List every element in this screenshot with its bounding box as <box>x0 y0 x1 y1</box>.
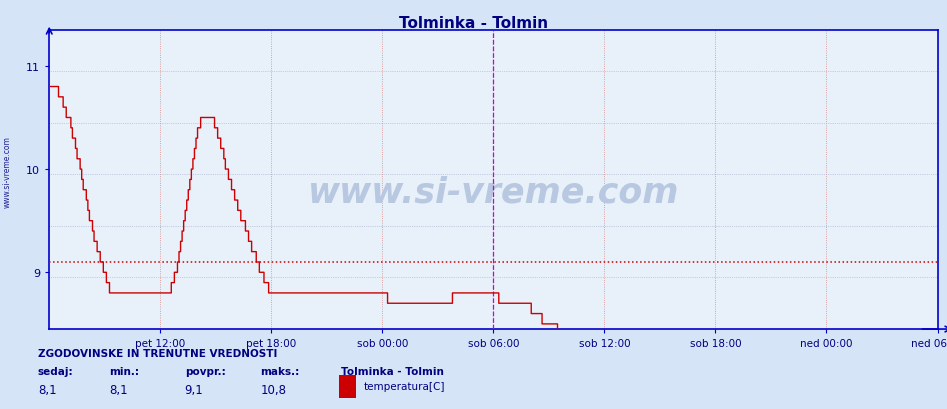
Text: 9,1: 9,1 <box>185 384 204 396</box>
Text: sedaj:: sedaj: <box>38 366 74 376</box>
Text: ZGODOVINSKE IN TRENUTNE VREDNOSTI: ZGODOVINSKE IN TRENUTNE VREDNOSTI <box>38 348 277 358</box>
Text: www.si-vreme.com: www.si-vreme.com <box>308 175 679 209</box>
Text: 8,1: 8,1 <box>109 384 128 396</box>
Text: www.si-vreme.com: www.si-vreme.com <box>3 136 12 208</box>
Text: Tolminka - Tolmin: Tolminka - Tolmin <box>341 366 444 376</box>
Text: 10,8: 10,8 <box>260 384 286 396</box>
Text: Tolminka - Tolmin: Tolminka - Tolmin <box>399 16 548 31</box>
Text: temperatura[C]: temperatura[C] <box>364 381 445 391</box>
Text: 8,1: 8,1 <box>38 384 57 396</box>
Text: maks.:: maks.: <box>260 366 299 376</box>
Text: povpr.:: povpr.: <box>185 366 225 376</box>
Text: min.:: min.: <box>109 366 139 376</box>
